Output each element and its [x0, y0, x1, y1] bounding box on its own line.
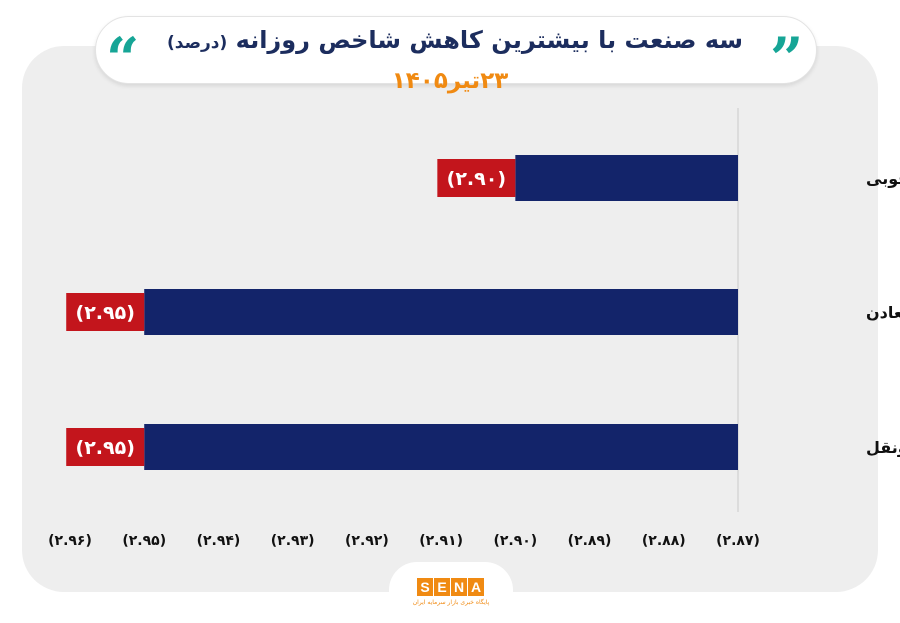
x-tick-label: (۲.۹۴) — [197, 533, 241, 549]
logo-letter: S — [417, 578, 433, 596]
value-label: (۲.۹۵) — [76, 437, 135, 459]
bar — [144, 289, 738, 335]
x-tick-label: (۲.۹۵) — [122, 533, 166, 549]
category-label: سایرمعادن — [866, 303, 900, 322]
category-label: محصولات چوبی — [866, 169, 900, 189]
chart-title-unit: (درصد) — [166, 33, 228, 53]
chart-title: سه صنعت با بیشترین کاهش شاخص روزانه (درص… — [150, 26, 760, 54]
value-label-box — [66, 428, 145, 466]
logo-letter: E — [434, 578, 450, 596]
x-tick-label: (۲.۹۰) — [493, 533, 537, 549]
open-quote-icon: “ — [106, 25, 140, 93]
bar — [144, 424, 738, 470]
close-quote-icon: ” — [770, 25, 804, 93]
logo-letter: A — [468, 578, 484, 596]
x-tick-label: (۲.۹۳) — [271, 533, 315, 549]
sena-logo: S E N A — [417, 578, 484, 596]
value-label: (۲.۹۰) — [447, 168, 506, 190]
chart-title-text: سه صنعت با بیشترین کاهش شاخص روزانه — [235, 26, 743, 54]
value-label: (۲.۹۵) — [76, 302, 135, 324]
value-label-box — [437, 159, 516, 197]
bar — [515, 155, 738, 201]
x-tick-label: (۲.۸۸) — [642, 533, 686, 549]
x-tick-label: (۲.۹۶) — [48, 533, 92, 549]
title-banner — [95, 16, 817, 84]
x-tick-label: (۲.۹۱) — [419, 533, 463, 549]
x-tick-label: (۲.۸۹) — [568, 533, 612, 549]
x-tick-label: (۲.۸۷) — [716, 533, 760, 549]
chart-date: ۲۳تیر۱۴۰۵ — [391, 68, 509, 94]
logo-letter: N — [451, 578, 467, 596]
category-label: حمل ونقل — [866, 438, 900, 457]
x-tick-label: (۲.۹۲) — [345, 533, 389, 549]
value-label-box — [66, 293, 145, 331]
logo-tagline: پایگاه خبری بازار سرمایه ایران — [412, 599, 490, 606]
